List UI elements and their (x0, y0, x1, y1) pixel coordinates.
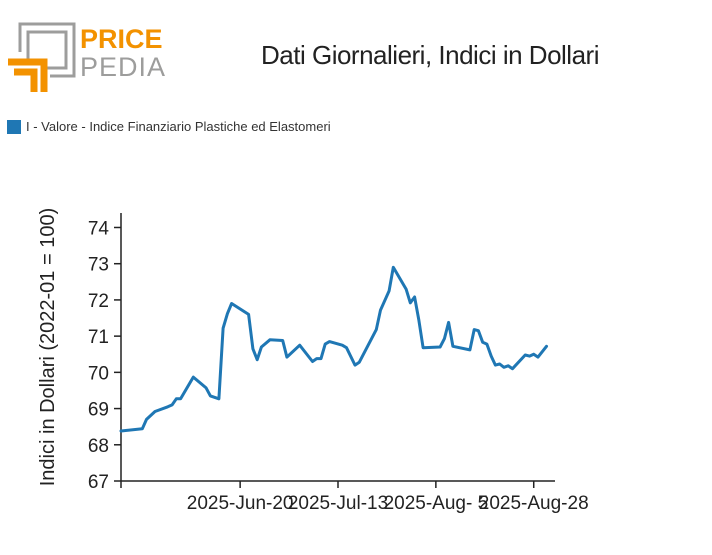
y-tick-label: 73 (88, 255, 109, 276)
y-tick-label: 72 (88, 291, 109, 312)
x-tick-label: 2025-Jun-20 (187, 493, 294, 514)
y-axis: 67 68 69 70 71 72 73 74 (88, 213, 122, 493)
pricepedia-logo: PRICE PEDIA (8, 22, 166, 92)
logo-text-price: PRICE (80, 24, 163, 54)
series-line (119, 265, 548, 433)
legend[interactable]: I - Valore - Indice Finanziario Plastich… (7, 119, 331, 134)
y-tick-label: 74 (88, 218, 110, 239)
y-axis-title: Indici in Dollari (2022-01 = 100) (37, 208, 59, 487)
y-tick-label: 71 (88, 327, 109, 348)
logo-mark-icon (8, 22, 76, 92)
legend-swatch (7, 119, 21, 134)
logo-text-pedia: PEDIA (80, 52, 166, 82)
y-tick-label: 70 (88, 363, 109, 384)
chart-title: Dati Giornalieri, Indici in Dollari (261, 40, 599, 70)
x-tick-label: 2025-Aug- 5 (384, 493, 489, 514)
y-tick-label: 67 (88, 472, 109, 493)
x-tick-label: 2025-Jul-13 (288, 493, 388, 514)
y-tick-label: 69 (88, 400, 109, 421)
legend-label: I - Valore - Indice Finanziario Plastich… (26, 119, 331, 134)
x-tick-label: 2025-Aug-28 (479, 493, 589, 514)
y-tick-label: 68 (88, 436, 109, 457)
